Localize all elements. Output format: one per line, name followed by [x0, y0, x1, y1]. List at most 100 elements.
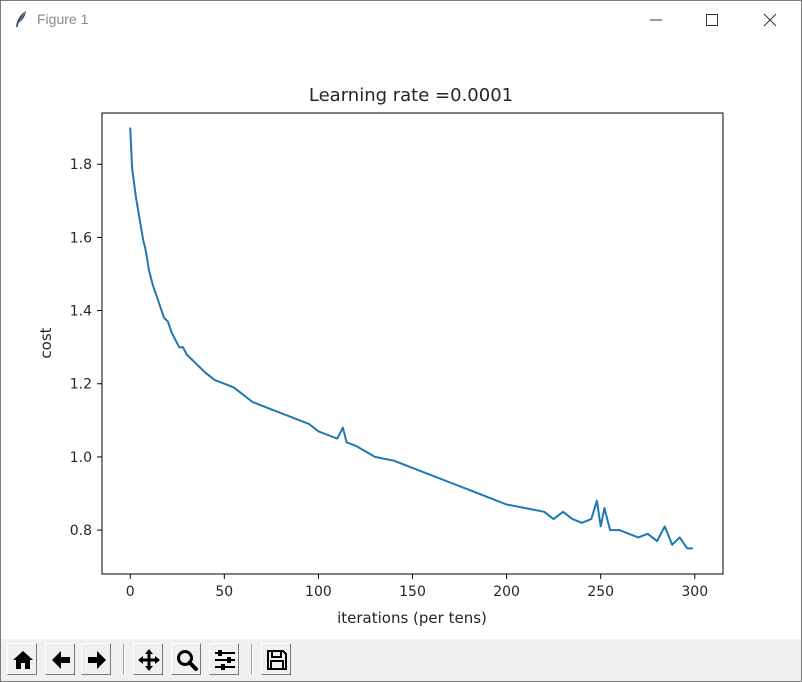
data-point [317, 430, 319, 432]
data-point [581, 522, 583, 524]
series-points [129, 127, 694, 550]
data-point [261, 405, 263, 407]
data-point [137, 207, 139, 209]
data-point [186, 354, 188, 356]
data-point [506, 504, 508, 506]
data-point [679, 536, 681, 538]
figure-canvas[interactable]: Learning rate =0.0001 0 50 100 150 200 250 300… [1, 37, 801, 639]
data-point [139, 218, 141, 220]
data-point [193, 361, 195, 363]
y-axis-label: cost [37, 327, 55, 358]
data-point [524, 507, 526, 509]
data-point [142, 240, 144, 242]
y-tick-label: 1.8 [70, 157, 92, 173]
x-axis-ticks: 0 50 100 150 200 250 300 [126, 574, 708, 600]
data-point [141, 229, 143, 231]
x-tick-label: 100 [305, 584, 332, 600]
maximize-button[interactable] [689, 1, 735, 37]
forward-arrow-icon [88, 651, 106, 669]
x-tick-label: 0 [126, 584, 135, 600]
data-point [201, 368, 203, 370]
data-point [146, 258, 148, 260]
data-point [336, 438, 338, 440]
navigation-toolbar [1, 639, 801, 681]
y-tick-label: 1.6 [70, 230, 92, 246]
data-point [346, 441, 348, 443]
chart-title: Learning rate =0.0001 [309, 85, 513, 106]
data-point [135, 196, 137, 198]
data-point [299, 419, 301, 421]
data-point [342, 427, 344, 429]
toolbar-separator [251, 644, 253, 674]
toolbar-separator [123, 644, 125, 674]
subplots-config-icon [215, 650, 235, 670]
data-point [148, 269, 150, 271]
subplots-button[interactable] [209, 643, 239, 675]
data-point [468, 489, 470, 491]
back-button[interactable] [45, 643, 75, 675]
close-icon [763, 13, 777, 27]
close-button[interactable] [747, 1, 793, 37]
data-point [562, 511, 564, 513]
data-point [144, 247, 146, 249]
data-point [600, 525, 602, 527]
x-tick-label: 300 [681, 584, 708, 600]
data-point [647, 533, 649, 535]
zoom-icon [177, 650, 198, 671]
data-point [178, 346, 180, 348]
window-title: Figure 1 [37, 11, 89, 27]
feather-icon [13, 10, 29, 28]
data-point [327, 434, 329, 436]
axes-frame [101, 112, 724, 575]
data-point [182, 346, 184, 348]
data-point [637, 536, 639, 538]
data-point [270, 408, 272, 410]
minimize-button[interactable] [633, 1, 679, 37]
data-point [487, 496, 489, 498]
x-tick-label: 250 [587, 584, 614, 600]
y-tick-label: 0.8 [70, 523, 92, 539]
cost-series-line [129, 127, 693, 550]
data-point [686, 547, 688, 549]
x-tick-label: 200 [493, 584, 520, 600]
data-point [664, 525, 666, 527]
data-point [205, 372, 207, 374]
data-point [692, 547, 694, 549]
data-point [167, 321, 169, 323]
data-point [374, 456, 376, 458]
pan-button[interactable] [133, 643, 163, 675]
data-point [214, 379, 216, 381]
data-point [656, 540, 658, 542]
data-point [412, 467, 414, 469]
forward-button[interactable] [81, 643, 111, 675]
x-tick-label: 50 [215, 584, 233, 600]
save-button[interactable] [261, 643, 291, 675]
data-point [131, 167, 133, 169]
data-point [129, 127, 131, 129]
title-bar[interactable]: Figure 1 [1, 1, 801, 37]
data-point [242, 394, 244, 396]
data-point [619, 529, 621, 531]
pan-icon [138, 649, 160, 671]
y-tick-label: 1.0 [70, 450, 92, 466]
data-point [590, 518, 592, 520]
zoom-button[interactable] [171, 643, 201, 675]
back-arrow-icon [52, 651, 70, 669]
home-icon [13, 651, 33, 669]
data-point [289, 416, 291, 418]
y-axis-ticks: 0.8 1.0 1.2 1.4 1.6 1.8 [70, 157, 102, 539]
data-point [603, 507, 605, 509]
data-point [596, 500, 598, 502]
data-point [449, 482, 451, 484]
data-point [280, 412, 282, 414]
data-point [252, 401, 254, 403]
y-tick-label: 1.2 [70, 377, 92, 393]
home-button[interactable] [7, 643, 37, 675]
data-point [671, 544, 673, 546]
data-point [159, 306, 161, 308]
data-point [553, 518, 555, 520]
y-tick-label: 1.4 [70, 304, 92, 320]
data-point [393, 460, 395, 462]
data-point [152, 284, 154, 286]
x-tick-label: 150 [399, 584, 426, 600]
